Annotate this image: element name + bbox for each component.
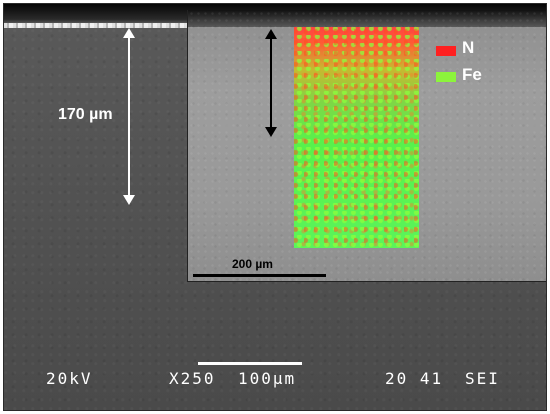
legend-label-n: N — [462, 38, 475, 57]
legend-label-fe: Fe — [462, 65, 482, 84]
element-distribution-map — [294, 27, 419, 248]
inset-depth-arrow — [270, 37, 272, 131]
sem-detector: SEI — [465, 369, 500, 388]
arrow-down-icon — [265, 127, 277, 137]
depth-label: 170 µm — [58, 106, 113, 123]
sem-scale: 100µm — [238, 369, 297, 388]
inset-surface — [188, 10, 546, 27]
micron-marker — [198, 362, 302, 365]
arrow-up-icon — [265, 29, 277, 39]
legend-swatch-fe — [436, 72, 456, 82]
inset-image: N Fe 200 µm — [187, 10, 546, 282]
sem-voltage: 20kV — [46, 369, 93, 388]
sem-magnification: X250 — [169, 369, 216, 388]
arrow-up-icon — [123, 28, 135, 38]
legend-swatch-n — [436, 46, 456, 56]
sem-micrograph: N Fe 200 µm 170 µm 20kV X250 100µm 20 41… — [3, 3, 547, 411]
inset-scale-bar — [193, 274, 326, 277]
sem-counter: 20 41 — [385, 369, 444, 388]
inset-scale-label: 200 µm — [232, 257, 273, 271]
depth-arrow — [128, 37, 130, 197]
arrow-down-icon — [123, 195, 135, 205]
